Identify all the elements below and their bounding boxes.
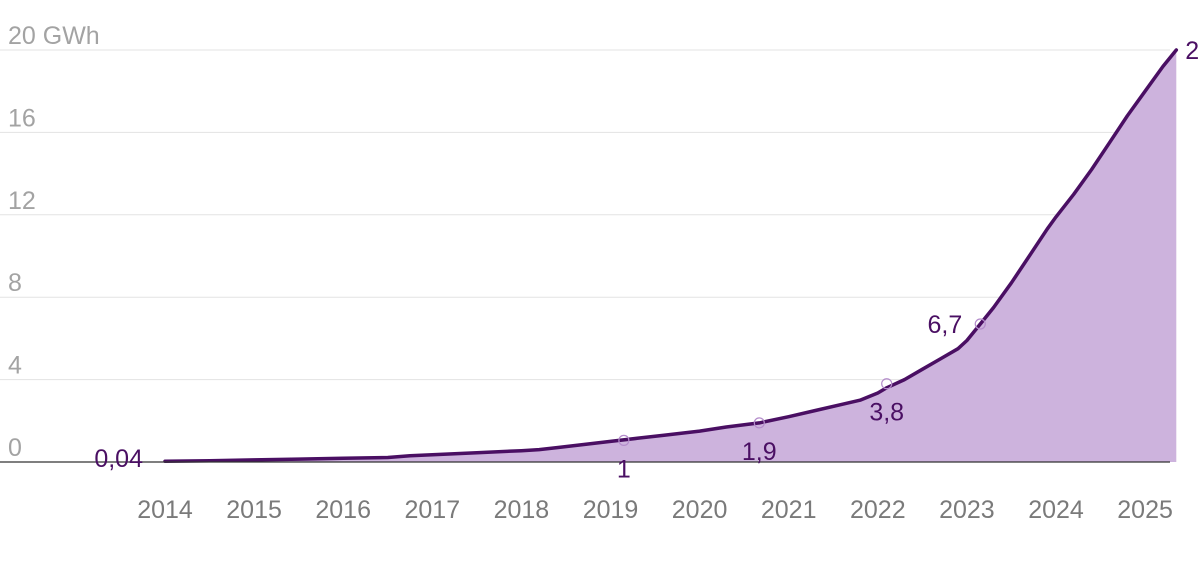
data-label: 0,04 [94,445,143,473]
x-tick-label: 2020 [672,496,728,524]
data-label: 6,7 [927,311,962,339]
y-tick-label: 4 [8,352,22,380]
x-tick-label: 2022 [850,496,906,524]
x-tick-label: 2018 [494,496,550,524]
x-tick-label: 2025 [1117,496,1173,524]
y-tick-label: 16 [8,104,36,132]
data-point-marker [881,378,893,390]
annotations: 0,04 1 1,9 3,8 6,7 20 [94,37,1200,483]
x-tick-label: 2014 [137,496,193,524]
data-label: 20 [1185,37,1200,65]
x-tick-label: 2023 [939,496,995,524]
data-point-marker [753,417,765,429]
x-tick-label: 2021 [761,496,817,524]
x-tick-label: 2015 [226,496,282,524]
x-tick-label: 2024 [1028,496,1084,524]
data-point-marker [974,318,986,330]
x-tick-label: 2017 [404,496,460,524]
series-line [163,48,1179,463]
data-label: 1,9 [742,438,777,466]
data-label: 1 [617,455,631,483]
y-tick-label: 0 [8,434,22,462]
y-axis-ticks: 0 4 8 12 16 20 GWh [8,22,100,462]
x-axis-ticks: 2014 2015 2016 2017 2018 2019 2020 2021 2022 2023… [137,496,1173,524]
y-tick-label: 12 [8,187,36,215]
area-fill [165,50,1177,462]
area-layer [163,48,1179,463]
data-point-marker [618,434,630,446]
x-tick-label: 2016 [315,496,371,524]
y-tick-label: 8 [8,269,22,297]
y-tick-label: 20 GWh [8,22,100,50]
data-label: 3,8 [869,399,904,427]
x-tick-label: 2019 [583,496,639,524]
